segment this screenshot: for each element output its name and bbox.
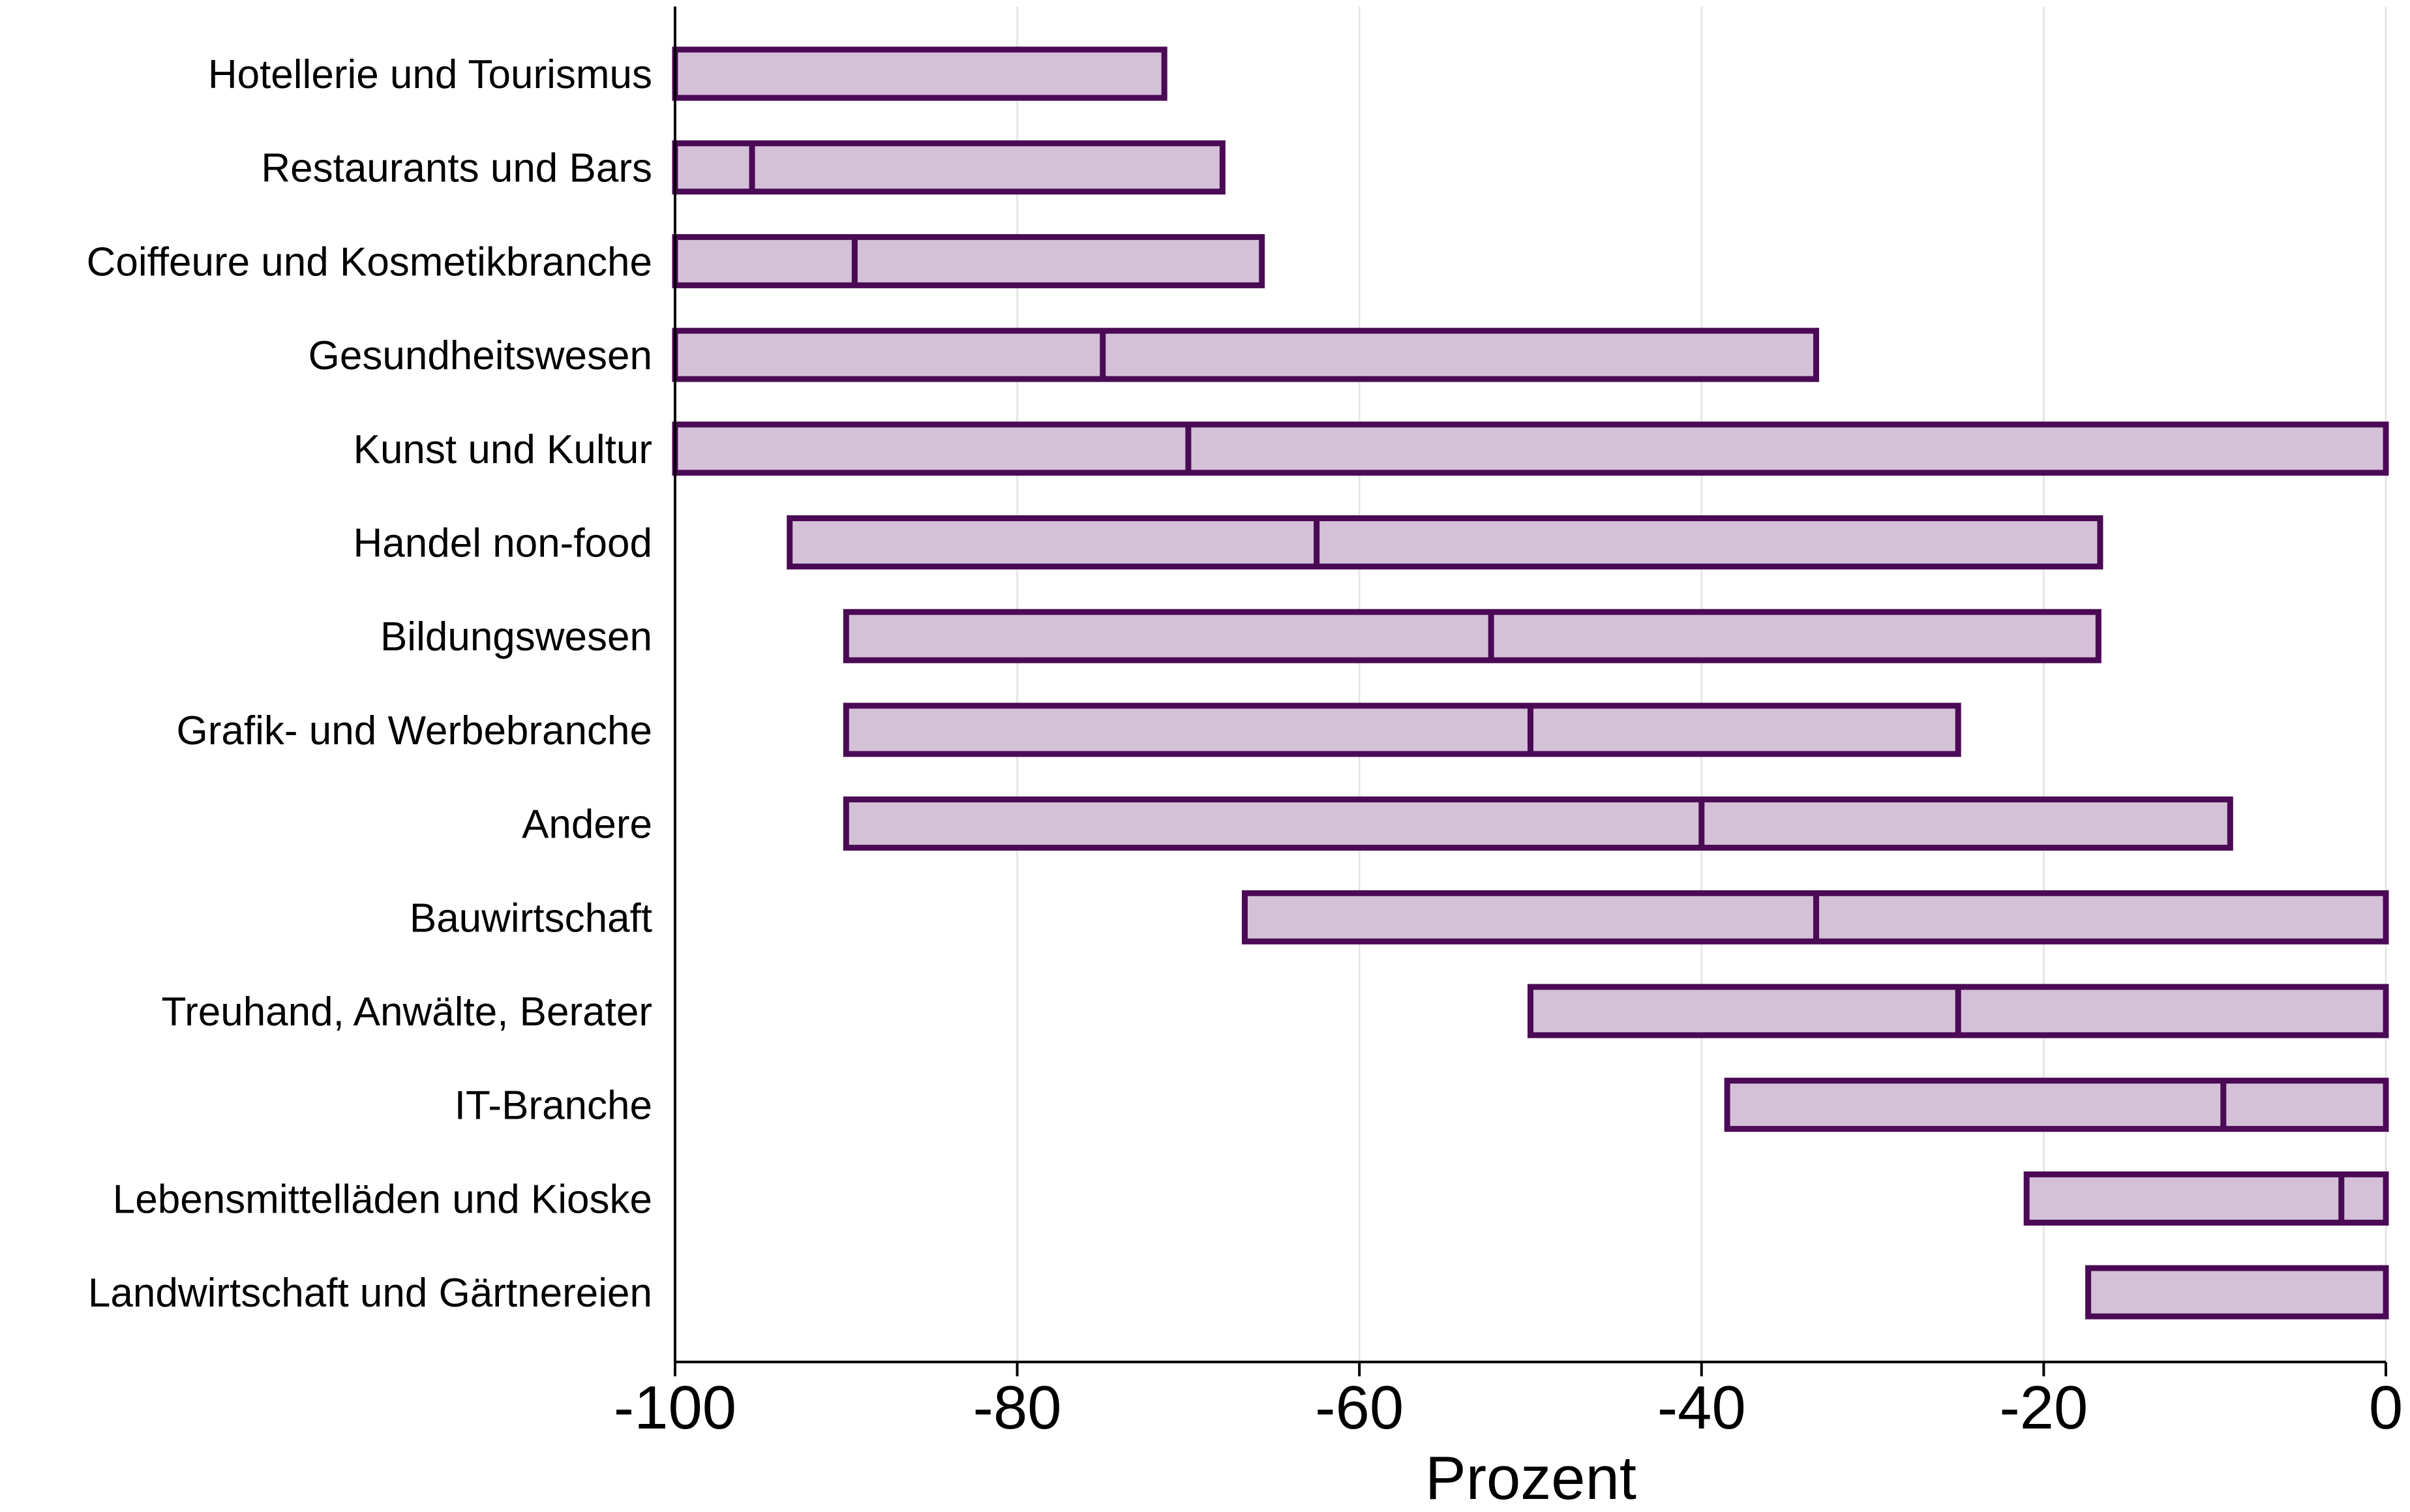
x-tick-label: -60	[1315, 1373, 1404, 1442]
category-label: Restaurants und Bars	[261, 146, 652, 191]
category-labels: Hotellerie und Tourismus Restaurants und …	[87, 52, 652, 1316]
x-tick-label: 0	[2369, 1373, 2403, 1442]
range-bar	[672, 421, 2389, 476]
category-label: Bildungswesen	[380, 614, 652, 659]
category-label: Hotellerie und Tourismus	[208, 52, 652, 97]
category-label: IT-Branche	[455, 1083, 652, 1128]
category-label: Landwirtschaft und Gärtnereien	[88, 1271, 652, 1316]
x-tick-label: -40	[1657, 1373, 1746, 1442]
category-label: Treuhand, Anwälte, Berater	[162, 990, 652, 1035]
bars	[672, 46, 2389, 1320]
category-label: Lebensmittelläden und Kioske	[113, 1177, 652, 1222]
category-label: Gesundheitswesen	[309, 333, 652, 378]
category-label: Bauwirtschaft	[410, 896, 652, 941]
category-label: Coiffeure und Kosmetikbranche	[87, 239, 652, 284]
range-bar	[672, 234, 1265, 288]
range-bar	[843, 796, 2233, 851]
range-bar	[672, 46, 1167, 101]
x-tick-label: -20	[1999, 1373, 2088, 1442]
category-label: Andere	[522, 802, 652, 847]
x-tick-labels: -100 -80 -60 -40 -20 0	[614, 1373, 2403, 1442]
range-bar	[843, 609, 2101, 663]
range-bar	[787, 515, 2103, 569]
grid-lines	[1016, 7, 2387, 1362]
category-label: Handel non-food	[354, 521, 652, 566]
category-label: Grafik- und Werbebranche	[177, 708, 652, 753]
range-bar	[1724, 1078, 2389, 1132]
range-bar	[2085, 1265, 2389, 1320]
x-tick-label: -80	[973, 1373, 1062, 1442]
range-bar	[2023, 1171, 2389, 1226]
axes	[674, 7, 2387, 1376]
range-bar	[843, 703, 1961, 757]
range-bar	[672, 327, 1820, 382]
x-axis-label: Prozent	[1425, 1444, 1636, 1512]
category-label: Kunst und Kultur	[354, 427, 652, 472]
range-bar	[672, 140, 1226, 195]
x-tick-label: -100	[614, 1373, 736, 1442]
